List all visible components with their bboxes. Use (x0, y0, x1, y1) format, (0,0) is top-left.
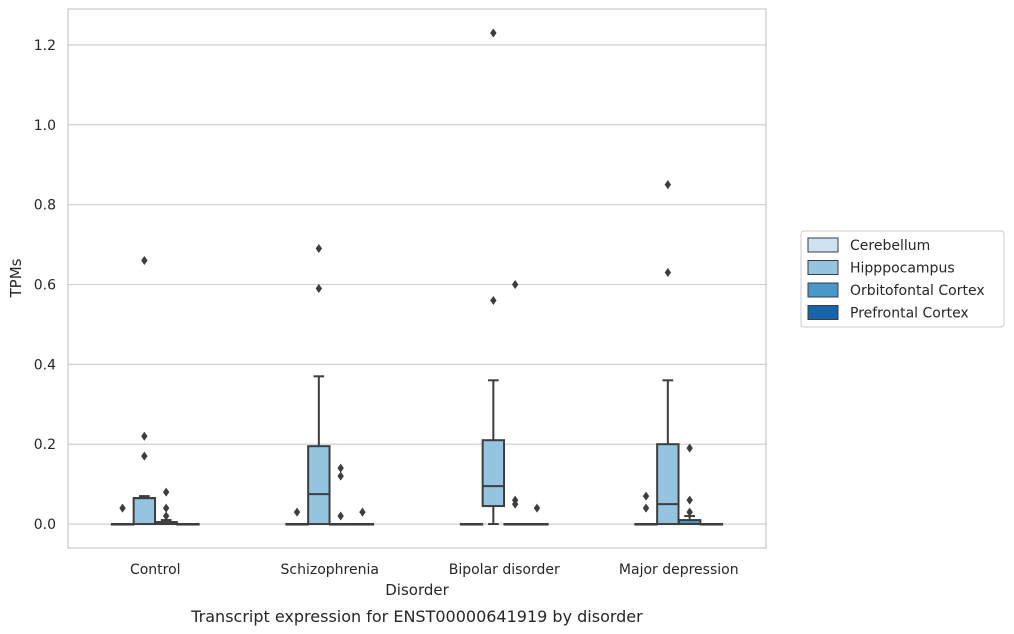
y-axis-ticks: 0.0 0.2 0.4 0.6 0.8 1.0 1.2 (34, 38, 56, 533)
legend-swatch (807, 237, 839, 253)
box (699, 523, 724, 526)
outlier-point (511, 495, 519, 505)
y-tick-label: 1.2 (34, 38, 56, 54)
y-tick-label: 0.0 (34, 517, 56, 533)
box (285, 507, 309, 526)
figure-caption: Transcript expression for ENST0000064191… (190, 607, 643, 626)
legend-item: Hipppocampus (807, 260, 955, 277)
outlier-point (119, 503, 126, 513)
box (328, 463, 353, 526)
outlier-point (664, 268, 672, 278)
outlier-point (162, 503, 170, 513)
x-axis-ticks: Control Schizophrenia Bipolar disorder Majo… (130, 562, 739, 578)
legend-swatch (807, 305, 839, 320)
outlier-point (337, 511, 344, 521)
box-body (656, 443, 680, 526)
legend-label: Hipppocampus (850, 261, 955, 277)
outlier-point (686, 495, 693, 505)
box-plots (110, 28, 724, 526)
outlier-point (490, 28, 497, 38)
legend-label: Prefrontal Cortex (850, 306, 969, 322)
outlier-point (664, 180, 672, 190)
box (110, 503, 135, 526)
series-prefrontal-cortex (176, 503, 724, 526)
legend-label: Cerebellum (850, 238, 930, 254)
series-orbitofontal-cortex (154, 279, 702, 526)
legend-item: Orbitofontal Cortex (807, 282, 985, 299)
box (525, 503, 549, 526)
box-body (307, 445, 331, 526)
x-tick-label: Bipolar disorder (449, 562, 560, 578)
outlier-point (141, 431, 148, 441)
box (459, 523, 484, 526)
box (307, 244, 331, 526)
outlier-point (337, 471, 344, 481)
outlier-point (359, 507, 366, 517)
box (132, 256, 157, 526)
box (677, 443, 702, 526)
y-tick-label: 1.0 (34, 118, 56, 134)
outlier-point (315, 283, 323, 293)
series-cerebellum (110, 491, 658, 526)
plot-area-frame (67, 8, 767, 549)
box (176, 523, 200, 526)
x-tick-label: Major depression (619, 562, 739, 578)
legend-item: Prefrontal Cortex (807, 305, 969, 322)
outlier-point (533, 503, 541, 513)
outlier-point (141, 256, 148, 266)
box (656, 180, 680, 526)
outlier-point (686, 507, 693, 517)
outlier-point (337, 463, 344, 473)
box (503, 279, 527, 526)
grid-lines (68, 44, 766, 525)
legend-swatch (807, 260, 839, 275)
y-tick-label: 0.6 (34, 277, 56, 293)
box (350, 507, 375, 526)
outlier-point (686, 443, 693, 453)
legend-item: Cerebellum (807, 237, 930, 254)
outlier-point (141, 451, 148, 461)
x-axis-label: Disorder (385, 581, 449, 599)
y-tick-label: 0.2 (34, 437, 56, 453)
y-tick-label: 0.4 (34, 357, 56, 373)
legend-swatch (807, 282, 839, 298)
box-body (481, 439, 506, 508)
box (481, 28, 506, 526)
outlier-point (642, 491, 650, 501)
outlier-point (642, 503, 650, 513)
outlier-point (162, 487, 170, 497)
outlier-point (511, 279, 519, 289)
x-tick-label: Control (130, 562, 181, 578)
legend-label: Orbitofontal Cortex (850, 283, 985, 299)
legend-frame (800, 230, 1005, 328)
outlier-point (162, 511, 170, 521)
outlier-point (490, 295, 497, 305)
box (154, 487, 178, 526)
y-axis-label: TPMs (7, 258, 25, 298)
outlier-point (293, 507, 301, 517)
y-tick-label: 0.8 (34, 198, 56, 214)
series-hipppocampus (132, 28, 680, 526)
legend: Cerebellum Hipppocampus Orbitofontal Corte… (800, 230, 1005, 328)
outlier-point (315, 244, 323, 254)
box-body (132, 497, 157, 526)
x-tick-label: Schizophrenia (281, 562, 379, 578)
box (634, 491, 658, 526)
